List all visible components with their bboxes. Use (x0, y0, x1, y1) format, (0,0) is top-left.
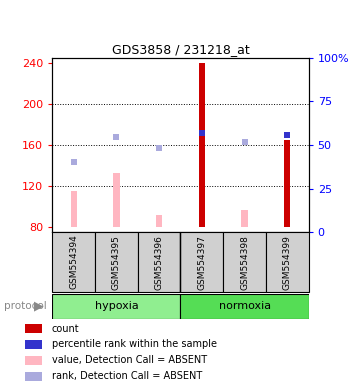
Bar (52, 294, 180, 319)
Text: GSM554398: GSM554398 (240, 235, 249, 290)
Bar (242, 210, 248, 227)
Text: ▶: ▶ (34, 300, 44, 313)
Bar (180, 294, 309, 319)
Text: GSM554396: GSM554396 (155, 235, 164, 290)
Bar (70, 191, 77, 227)
Bar (180, 232, 223, 292)
Title: GDS3858 / 231218_at: GDS3858 / 231218_at (112, 43, 249, 56)
Text: normoxia: normoxia (218, 301, 271, 311)
Bar (25, 340, 42, 349)
Bar (284, 140, 291, 227)
Bar (25, 372, 42, 381)
Text: rank, Detection Call = ABSENT: rank, Detection Call = ABSENT (52, 371, 202, 381)
Text: GSM554394: GSM554394 (69, 235, 78, 290)
Text: protocol: protocol (4, 301, 46, 311)
Text: value, Detection Call = ABSENT: value, Detection Call = ABSENT (52, 355, 207, 365)
Text: count: count (52, 324, 79, 334)
Bar (138, 232, 180, 292)
Bar (266, 232, 309, 292)
Text: GSM554397: GSM554397 (197, 235, 206, 290)
Text: percentile rank within the sample: percentile rank within the sample (52, 339, 217, 349)
Bar (25, 324, 42, 333)
Bar (223, 232, 266, 292)
Bar (113, 173, 119, 227)
Bar (25, 356, 42, 365)
Text: GSM554399: GSM554399 (283, 235, 292, 290)
Text: hypoxia: hypoxia (95, 301, 138, 311)
Text: GSM554395: GSM554395 (112, 235, 121, 290)
Bar (199, 63, 205, 227)
Bar (95, 232, 138, 292)
Bar (156, 215, 162, 227)
Bar (52, 232, 95, 292)
